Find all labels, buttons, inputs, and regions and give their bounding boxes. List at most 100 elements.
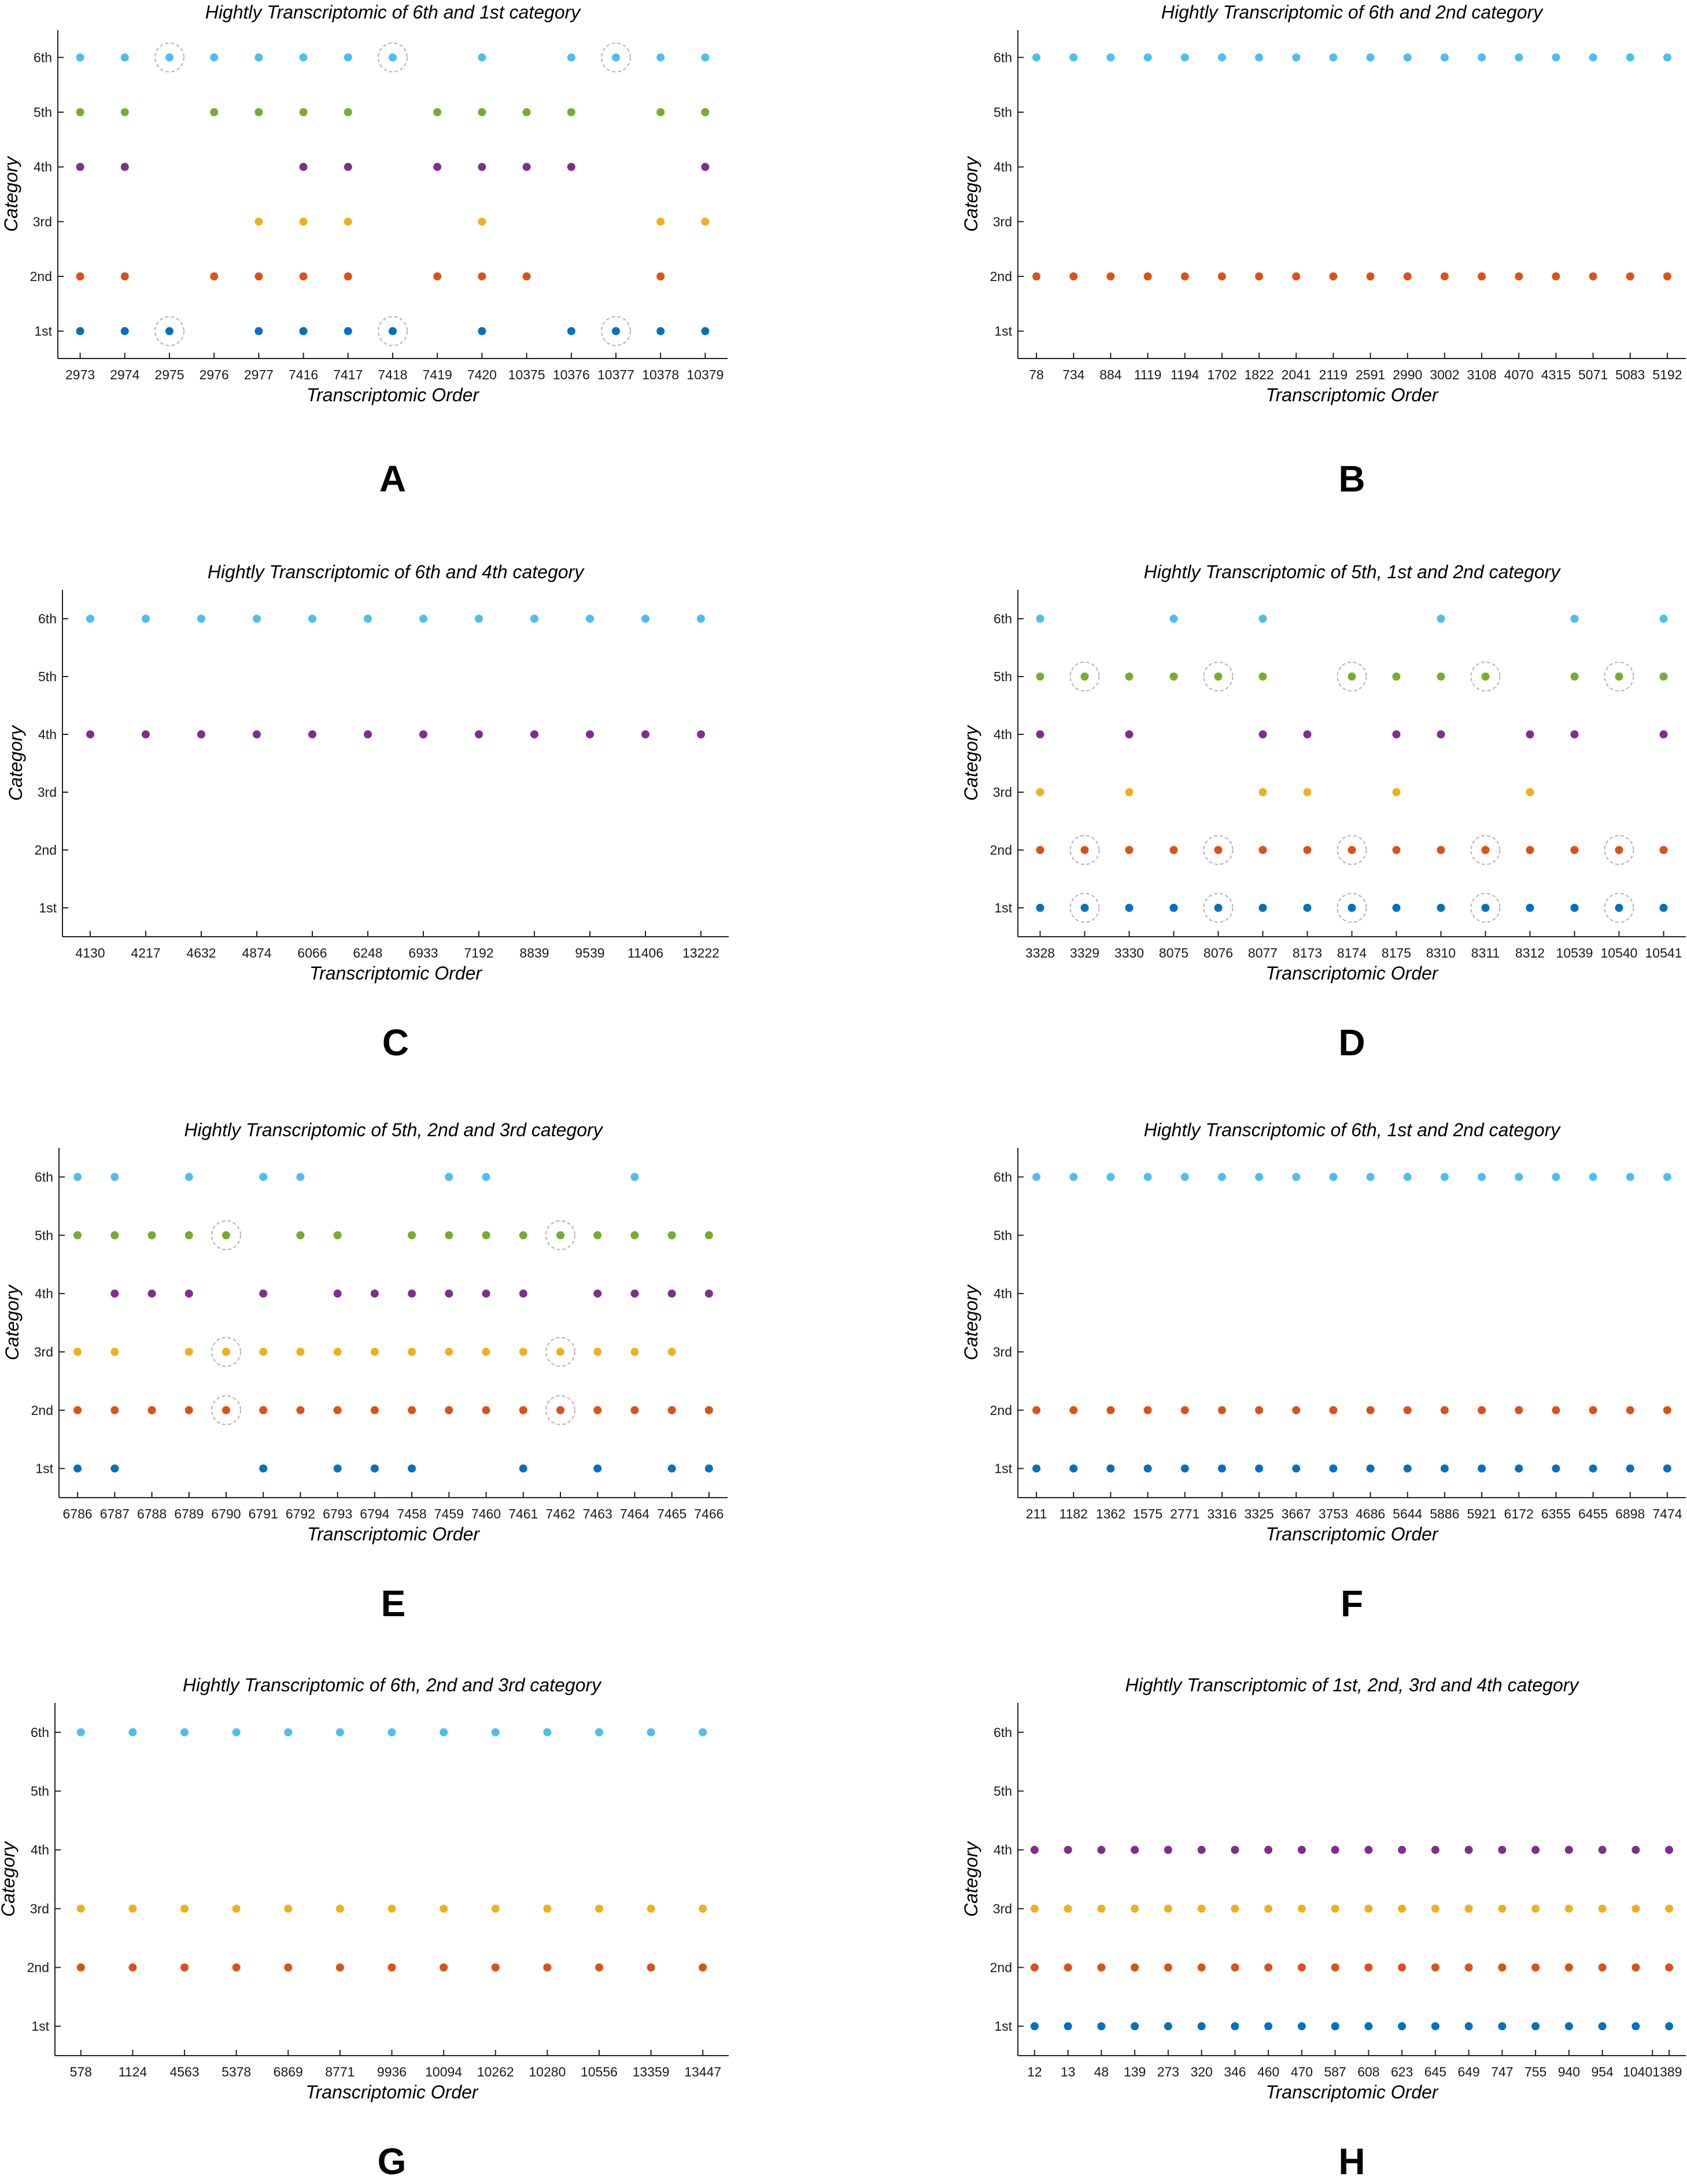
data-point-5th — [1615, 672, 1623, 681]
y-tick-label: 5th — [994, 105, 1012, 120]
data-point-4th — [408, 1289, 416, 1298]
y-tick-label: 2nd — [990, 269, 1012, 284]
chart-title: Hightly Transcriptomic of 6th and 2nd ca… — [1161, 2, 1544, 23]
data-point-1st — [1626, 1464, 1634, 1473]
data-point-3rd — [299, 217, 308, 226]
x-tick-label: 3753 — [1319, 1506, 1348, 1521]
x-tick-label: 8839 — [519, 945, 549, 960]
data-point-4th — [1264, 1846, 1273, 1854]
data-point-3rd — [1297, 1904, 1306, 1913]
data-point-3rd — [1464, 1904, 1473, 1913]
x-tick-label: 3108 — [1467, 367, 1496, 382]
data-point-6th — [1258, 615, 1267, 623]
data-point-3rd — [1631, 1904, 1640, 1913]
data-point-6th — [697, 615, 705, 623]
data-point-2nd — [1615, 846, 1623, 854]
data-point-1st — [1258, 904, 1267, 912]
y-tick-label: 3rd — [30, 1901, 49, 1916]
highlight-ring — [1470, 835, 1501, 865]
x-tick-label: 3330 — [1114, 945, 1144, 960]
x-tick-label: 6792 — [286, 1506, 315, 1521]
highlight-ring — [1203, 662, 1234, 692]
y-tick-label: 6th — [994, 50, 1012, 65]
data-point-6th — [1069, 53, 1078, 62]
x-tick-label: 3002 — [1430, 367, 1459, 382]
data-point-2nd — [1598, 1963, 1607, 1972]
data-point-2nd — [1440, 272, 1449, 280]
x-tick-label: 6869 — [274, 2064, 303, 2079]
data-point-5th — [1036, 672, 1044, 681]
x-tick-label: 5378 — [222, 2064, 251, 2079]
data-point-1st — [389, 327, 397, 335]
highlight-ring — [1203, 893, 1234, 923]
data-point-3rd — [1164, 1904, 1172, 1913]
data-point-6th — [1437, 615, 1445, 623]
data-point-6th — [1143, 53, 1152, 62]
x-tick-label: 273 — [1157, 2064, 1179, 2079]
data-point-6th — [612, 53, 620, 62]
x-tick-label: 6793 — [323, 1506, 352, 1521]
data-point-3rd — [222, 1347, 230, 1356]
data-point-4th — [1331, 1846, 1339, 1854]
x-axis-label: Transcriptomic Order — [305, 2082, 478, 2102]
data-point-2nd — [1329, 1406, 1338, 1414]
data-point-4th — [184, 1289, 193, 1298]
x-tick-label: 7417 — [333, 367, 363, 382]
data-point-3rd — [1398, 1904, 1407, 1913]
x-tick-label: 6787 — [100, 1506, 130, 1521]
data-point-2nd — [1366, 272, 1375, 280]
data-point-2nd — [647, 1963, 655, 1972]
data-point-4th — [1064, 1846, 1072, 1854]
data-point-1st — [1297, 2022, 1306, 2031]
x-tick-label: 460 — [1257, 2064, 1279, 2079]
x-tick-label: 2771 — [1170, 1506, 1199, 1521]
x-tick-label: 2977 — [244, 367, 274, 382]
data-point-5th — [296, 1231, 305, 1240]
data-point-4th — [197, 730, 205, 738]
data-point-5th — [667, 1231, 676, 1240]
data-point-2nd — [1032, 1406, 1041, 1414]
data-point-2nd — [110, 1406, 119, 1414]
data-point-2nd — [482, 1406, 490, 1414]
data-point-4th — [1398, 1846, 1407, 1854]
data-point-6th — [86, 615, 94, 623]
data-point-2nd — [543, 1963, 552, 1972]
y-tick-label: 1st — [994, 900, 1012, 915]
data-point-5th — [567, 108, 575, 116]
data-point-2nd — [335, 1963, 344, 1972]
data-point-2nd — [1348, 846, 1356, 854]
data-point-4th — [259, 1289, 268, 1298]
x-tick-label: 7416 — [289, 367, 318, 382]
x-tick-label: 8310 — [1426, 945, 1456, 960]
data-point-5th — [1169, 672, 1178, 681]
data-point-4th — [1164, 1846, 1172, 1854]
data-point-3rd — [1598, 1904, 1607, 1913]
data-point-6th — [76, 1728, 85, 1736]
x-tick-label: 7462 — [545, 1506, 575, 1521]
data-point-5th — [433, 108, 442, 116]
data-point-1st — [1125, 904, 1134, 912]
data-point-6th — [1552, 53, 1560, 62]
data-point-5th — [1258, 672, 1267, 681]
data-point-2nd — [1515, 1406, 1523, 1414]
data-point-2nd — [1036, 846, 1044, 854]
y-tick-label: 2nd — [990, 1960, 1012, 1975]
data-point-4th — [120, 162, 129, 171]
data-point-4th — [701, 162, 710, 171]
data-point-2nd — [1032, 272, 1041, 280]
data-point-6th — [197, 615, 205, 623]
data-point-6th — [308, 615, 316, 623]
data-point-6th — [210, 53, 219, 62]
x-tick-label: 5921 — [1467, 1506, 1496, 1521]
data-point-3rd — [110, 1347, 119, 1356]
data-point-4th — [1125, 730, 1134, 738]
data-point-2nd — [1659, 846, 1668, 854]
y-tick-label: 3rd — [993, 785, 1012, 800]
data-point-5th — [254, 108, 263, 116]
data-point-4th — [1303, 730, 1312, 738]
data-point-2nd — [1663, 272, 1671, 280]
data-point-1st — [1264, 2022, 1273, 2031]
data-point-2nd — [1030, 1963, 1039, 1972]
data-point-1st — [612, 327, 620, 335]
data-point-4th — [1564, 1846, 1573, 1854]
